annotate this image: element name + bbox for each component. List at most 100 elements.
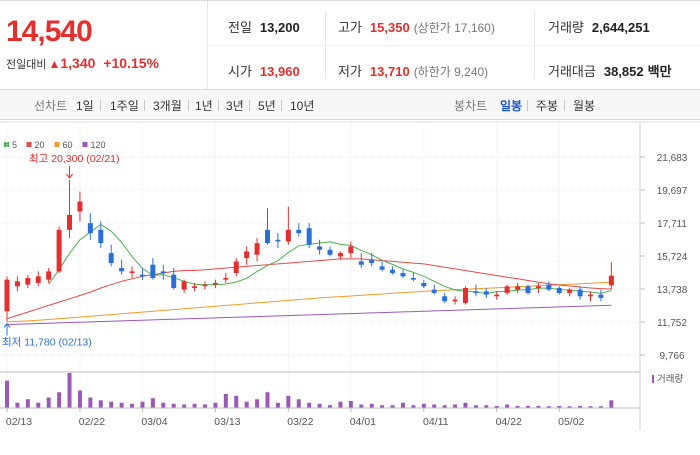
volume-bar [432,404,437,408]
ma60-line [6,281,612,323]
candle-down [598,294,604,298]
candle-up [515,286,521,290]
tab-3month[interactable]: 3개월 [153,99,182,113]
volume-bar [161,402,166,408]
candle-down [265,229,270,244]
candle-down [546,284,552,290]
tab-daily[interactable]: 일봉 [500,99,523,113]
tab-1year[interactable]: 1년 [195,99,213,113]
tab-separator [527,100,528,111]
tab-3year[interactable]: 3년 [226,99,244,113]
stock-chart: 5 20 60 120 21,683 19,697 17,711 15,724 13,738 1… [0,120,700,450]
current-price: 14,540 [6,15,93,48]
volume-bar [77,390,82,408]
volume-bar [150,398,155,408]
volume-bar [265,392,270,408]
candle-down [275,239,281,242]
ma120-line [6,304,612,325]
tab-separator [249,100,250,111]
stat-low: 저가 13,710 (하한가 9,240) [338,61,488,80]
y-tick-label: 21,683 [657,153,688,164]
volume-bar [244,401,249,408]
candle-up [202,284,208,287]
candle-up [129,271,135,274]
candle-up [504,286,510,293]
candle-down [431,289,437,293]
legend-label: 20 [35,140,45,150]
volume-bar [255,399,260,408]
volume-bar [598,406,603,408]
x-axis-labels: 02/13 02/22 03/04 03/13 03/22 04/01 04/11 04/22… [6,408,585,428]
tab-1day[interactable]: 1일 [76,99,94,113]
candle-up [56,229,62,272]
tab-5year[interactable]: 5년 [258,99,276,113]
tab-separator [188,100,189,111]
volume-bar [484,405,489,408]
min-arrow-icon [3,322,11,328]
x-tick-label: 03/22 [287,416,313,428]
candle-down [296,229,302,234]
price-change: 전일대비 ▲1,340 +10.15% [6,55,159,72]
divider [208,45,700,46]
tab-monthly[interactable]: 월봉 [573,99,596,113]
volume-bar [421,403,426,408]
stat-open: 시가 13,960 [228,61,300,80]
stat-label: 저가 [338,64,362,79]
volume-bar [463,402,468,408]
stat-prev-close: 전일 13,200 [228,17,300,36]
stat-label: 고가 [338,20,362,35]
volume-bar [5,380,9,408]
x-tick-label: 04/11 [423,416,449,428]
candle-down [119,268,125,272]
stat-unit: 백만 [647,64,672,79]
volume-bar [307,402,312,408]
candle-down [421,282,427,287]
chart-legend: 5 20 60 120 [4,140,106,150]
candle-down [410,278,416,280]
candle-up [567,289,573,293]
volume-bar [275,402,280,408]
volume-bar [57,392,62,408]
stat-high: 고가 15,350 (상한가 17,160) [338,17,495,36]
change-amount: 1,340 [60,55,96,71]
stat-label: 전일 [228,20,252,35]
volume-bar [400,402,405,408]
legend-swatch [82,142,88,147]
candle-up [462,287,468,303]
stats-panel: 전일 13,200 고가 15,350 (상한가 17,160) 거래량 2,644,2… [208,1,700,89]
candle-up [535,286,541,288]
volume-bar [213,402,218,408]
x-tick-label: 03/13 [214,416,240,428]
candles [4,179,614,322]
tab-10year[interactable]: 10년 [290,99,315,113]
change-percent: +10.15% [103,55,159,71]
candle-chart-header: 봉차트 [454,99,488,113]
volume-bar [557,405,562,408]
candle-up [588,294,594,297]
candle-up [337,253,343,257]
volume-bar [286,395,291,408]
candle-up [192,286,198,288]
candle-down [327,249,333,255]
candle-down [87,223,93,234]
volume-bar [359,404,364,408]
candle-up [608,275,614,286]
line-chart-header: 선차트 [34,99,68,113]
min-annotation: 최저 11,780 (02/13) [2,337,92,349]
tab-separator [100,100,101,111]
volume-bar [109,401,114,408]
candle-up [244,251,250,259]
volume-bar [494,405,499,408]
volume-bar [526,405,530,408]
tab-weekly[interactable]: 주봉 [536,99,559,113]
candle-down [577,289,583,297]
candle-up [452,299,458,302]
x-tick-label: 02/13 [6,416,32,428]
candle-down [390,269,396,274]
volume-bar [140,401,145,408]
volume-bar [15,402,20,408]
y-axis-labels: 21,683 19,697 17,711 15,724 13,738 11,752 9,76… [657,153,688,362]
tab-1week[interactable]: 1주일 [110,99,139,113]
candle-up [212,282,218,285]
volume-bar [411,405,416,408]
